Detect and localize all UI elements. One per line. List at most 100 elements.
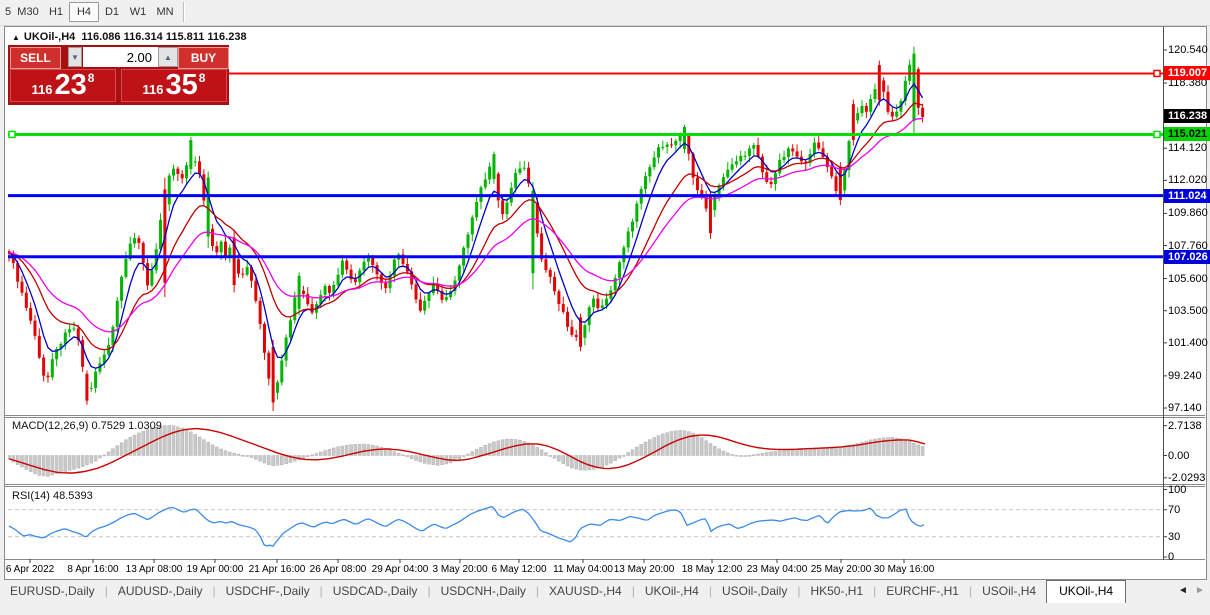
collapse-icon[interactable]: ▲ <box>12 33 20 42</box>
time-axis-label: 23 May 04:00 <box>746 564 808 575</box>
timeframe-button-5[interactable]: 5 <box>4 6 12 18</box>
price-axis-label: 99.240 <box>1168 369 1202 382</box>
tab-scroll-right-icon[interactable]: ► <box>1195 585 1205 596</box>
timeframe-button-M30[interactable]: M30 <box>17 6 39 18</box>
time-axis-label: 19 Apr 00:00 <box>186 564 244 575</box>
price-axis-label: 97.140 <box>1168 402 1202 415</box>
toolbar-separator <box>183 2 185 22</box>
tab-separator: | <box>535 584 540 598</box>
chart-tab[interactable]: USDCAD-,Daily <box>332 584 418 598</box>
pane-divider <box>4 559 1205 560</box>
tab-scroll-left-icon[interactable]: ◄ <box>1178 585 1188 596</box>
time-axis-label: 25 May 20:00 <box>810 564 872 575</box>
chart-tab[interactable]: AUDUSD-,Daily <box>117 584 203 598</box>
timeframe-toolbar: 5 M30 H1 H4 D1 W1 MN <box>0 0 1210 26</box>
price-axis-label: 107.760 <box>1168 239 1208 252</box>
rsi-axis-label: 100 <box>1168 483 1187 496</box>
macd-label: MACD(12,26,9) 0.7529 1.0309 <box>12 420 162 432</box>
chart-tab[interactable]: EURUSD-,Daily <box>10 584 95 598</box>
price-axis-label: 105.600 <box>1168 272 1208 285</box>
tab-separator: | <box>873 584 877 598</box>
buy-price-big: 35 <box>165 69 198 101</box>
price-tag: 107.026 <box>1164 249 1210 264</box>
macd-axis-label: -2.0293 <box>1168 471 1206 484</box>
main-pane <box>8 46 925 411</box>
buy-button[interactable]: BUY <box>178 47 229 69</box>
chart-tab[interactable]: USDCHF-,Daily <box>225 584 310 598</box>
chart-tab-active[interactable]: UKOil-,H4 <box>1046 580 1127 603</box>
line-marker[interactable] <box>8 130 16 139</box>
time-axis-label: 18 May 12:00 <box>681 564 743 575</box>
time-axis-label: 3 May 20:00 <box>432 564 488 575</box>
rsi-name: RSI(14) <box>12 490 50 502</box>
rsi-value: 48.5393 <box>52 490 93 502</box>
price-axis-border <box>1163 27 1164 560</box>
moving-average-line <box>8 117 923 333</box>
volume-decrease-button[interactable]: ▼ <box>68 47 82 67</box>
pane-divider <box>4 486 1205 487</box>
line-marker[interactable] <box>1153 69 1161 78</box>
chart-header: ▲ UKOil-,H4 116.086 116.314 115.811 116.2… <box>12 31 247 43</box>
timeframe-button-D1[interactable]: D1 <box>104 6 120 18</box>
tab-separator: | <box>708 584 712 598</box>
price-axis-label: 112.020 <box>1168 174 1207 187</box>
sell-price-box[interactable]: 116 23 8 <box>10 69 116 102</box>
tab-separator: | <box>319 584 323 598</box>
chart-symbol: UKOil-,H4 <box>23 31 76 43</box>
time-axis-label: 30 May 16:00 <box>873 564 935 575</box>
sell-price-prefix: 116 <box>31 82 53 97</box>
timeframe-button-W1[interactable]: W1 <box>129 6 147 18</box>
buy-price-sup: 8 <box>198 71 206 85</box>
time-axis-label: 6 May 12:00 <box>491 564 547 575</box>
rsi-line <box>8 505 925 547</box>
price-axis-label: 114.120 <box>1168 142 1207 155</box>
rsi-label: RSI(14) 48.5393 <box>12 490 93 502</box>
time-axis-label: 11 May 04:00 <box>553 564 613 575</box>
macd-signal-line <box>8 427 926 474</box>
price-tag: 115.021 <box>1164 127 1210 142</box>
macd-pane <box>8 425 926 477</box>
price-tag: 111.024 <box>1164 188 1210 203</box>
macd-name: MACD(12,26,9) <box>12 420 89 432</box>
time-axis-label: 13 Apr 08:00 <box>125 564 183 575</box>
tab-separator: | <box>797 584 801 598</box>
sell-price-sup: 8 <box>87 71 95 85</box>
rsi-axis-label: 30 <box>1168 530 1181 543</box>
chart-tab[interactable]: UKOil-,H4 <box>644 584 699 598</box>
status-strip <box>0 606 1210 615</box>
price-tag: 116.238 <box>1164 108 1210 123</box>
moving-average-line <box>8 102 923 351</box>
price-axis-label: 120.540 <box>1168 44 1208 56</box>
tab-separator: | <box>212 584 216 598</box>
time-axis-label: 26 Apr 08:00 <box>309 564 367 575</box>
sell-button[interactable]: SELL <box>10 47 61 69</box>
timeframe-button-MN[interactable]: MN <box>156 6 174 18</box>
macd-axis-label: 2.7138 <box>1168 419 1202 432</box>
chart-tab[interactable]: HK50-,H1 <box>810 584 864 598</box>
macd-axis-label: 0.00 <box>1168 449 1190 462</box>
pane-divider[interactable] <box>4 415 1205 416</box>
one-click-trading-panel: SELL ▼ ▲ BUY 116 23 8 116 35 8 <box>8 45 229 105</box>
macd-values: 0.7529 1.0309 <box>91 420 162 432</box>
chart-tab[interactable]: XAUUSD-,H4 <box>549 584 622 598</box>
tab-separator: | <box>427 584 431 598</box>
price-tag: 119.007 <box>1164 66 1210 81</box>
chart-tab[interactable]: USOil-,H4 <box>982 584 1037 598</box>
price-axis-label: 101.400 <box>1168 336 1208 349</box>
tab-separator: | <box>968 584 973 598</box>
pane-divider[interactable] <box>4 484 1205 485</box>
moving-average-line <box>8 82 924 369</box>
volume-input[interactable] <box>83 47 158 67</box>
line-marker[interactable] <box>1153 130 1161 139</box>
chart-tab[interactable]: USOil-,Daily <box>721 584 788 598</box>
price-axis-label: 103.500 <box>1168 304 1208 317</box>
timeframe-button-H1[interactable]: H1 <box>48 6 64 18</box>
chart-tab[interactable]: EURCHF-,H1 <box>886 584 959 598</box>
buy-price-prefix: 116 <box>142 82 164 97</box>
timeframe-button-H4[interactable]: H4 <box>69 2 99 22</box>
buy-price-box[interactable]: 116 35 8 <box>121 69 227 102</box>
chart-tab[interactable]: USDCNH-,Daily <box>440 584 526 598</box>
volume-increase-button[interactable]: ▲ <box>158 47 178 67</box>
